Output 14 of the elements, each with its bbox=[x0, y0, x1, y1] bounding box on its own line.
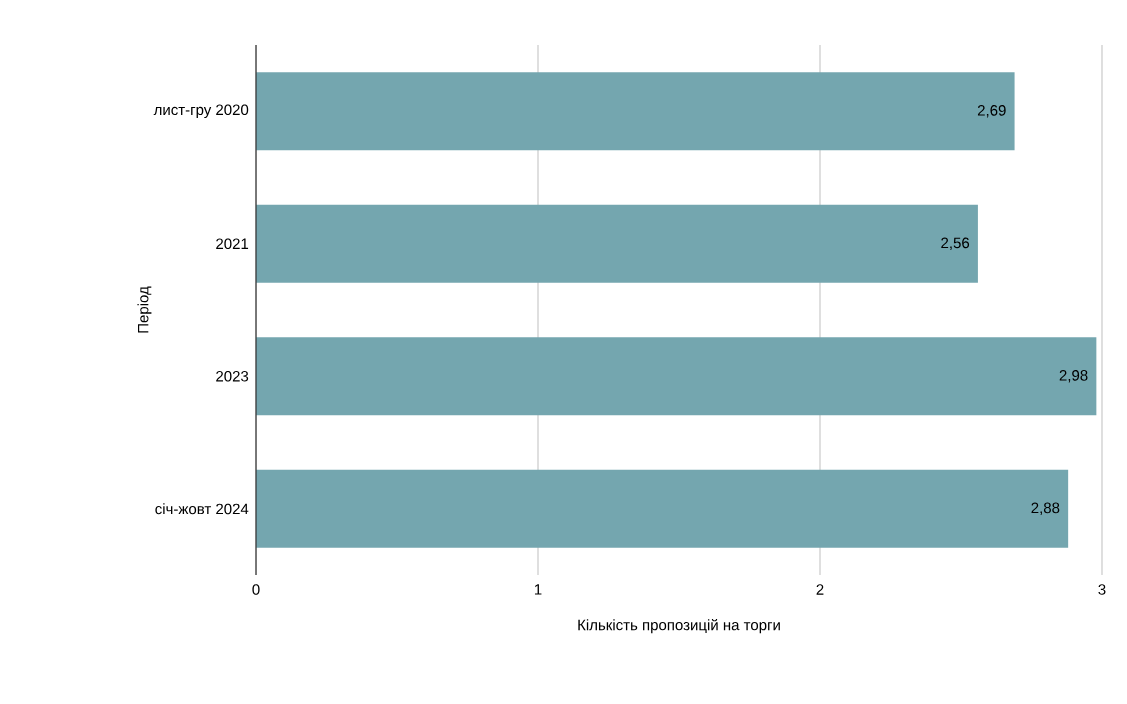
x-tick-label: 1 bbox=[534, 584, 542, 595]
y-tick-label: 2023 bbox=[216, 370, 249, 382]
data-label: 2,98 bbox=[1059, 370, 1088, 383]
data-label: 2,88 bbox=[1031, 502, 1060, 515]
x-tick-label: 2 bbox=[816, 584, 824, 595]
y-tick-label: 2021 bbox=[216, 238, 249, 250]
data-label: 2,69 bbox=[977, 105, 1006, 118]
y-tick-label: січ-жовт 2024 bbox=[155, 503, 249, 515]
x-tick-label: 3 bbox=[1098, 584, 1106, 595]
data-label: 2,56 bbox=[941, 237, 970, 250]
y-axis-title: Період bbox=[137, 286, 152, 333]
x-tick-label: 0 bbox=[252, 584, 260, 595]
y-tick-label: лист-гру 2020 bbox=[153, 104, 249, 119]
x-axis-title: Кількість пропозицій на торги bbox=[578, 619, 780, 634]
